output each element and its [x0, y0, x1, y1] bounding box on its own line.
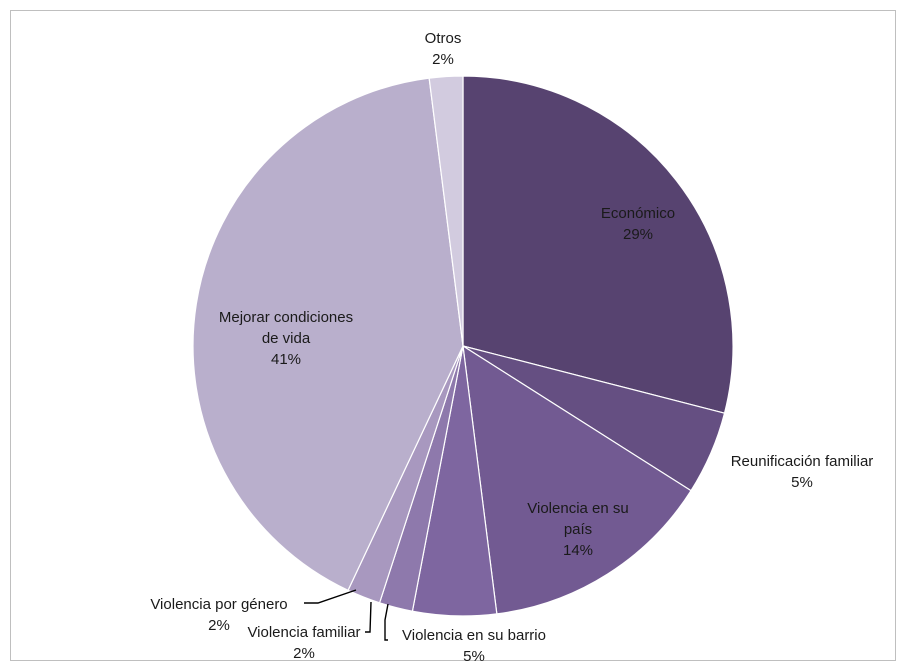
- slice-label-violencia-familiar: Violencia familiar 2%: [247, 624, 360, 662]
- slice-label-text: Otros: [425, 30, 462, 47]
- slice-label-text: Violencia en su: [527, 500, 628, 517]
- leader-violencia-familiar: [365, 601, 372, 633]
- slice-label-violencia-en-su-barrio: Violencia en su barrio 5%: [402, 627, 546, 665]
- slice-value-label: 2%: [293, 645, 315, 662]
- slice-label-text: Mejorar condiciones: [219, 309, 353, 326]
- slice-violencia-en-su-pais: [462, 344, 692, 615]
- slice-value-label: 2%: [432, 51, 454, 68]
- chart-frame: [10, 10, 896, 661]
- leader-violencia-en-su-barrio: [384, 603, 389, 641]
- pie-slices: [192, 75, 734, 617]
- slice-label-text: Reunificación familiar: [731, 453, 874, 470]
- slice-label-text: Violencia en su barrio: [402, 627, 546, 644]
- slice-label-text: Económico: [601, 205, 675, 222]
- slice-value-label: 5%: [791, 474, 813, 491]
- slice-label-economico: Económico 29%: [601, 205, 675, 243]
- leader-lines: [304, 589, 389, 641]
- slice-value-label: 29%: [623, 226, 653, 243]
- slice-label-violencia-en-su-pais: Violencia en su país 14%: [527, 500, 628, 559]
- slice-label-text: país: [564, 521, 592, 538]
- slice-mejorar-condiciones-de-vida: [192, 77, 464, 592]
- slice-label-text: Violencia familiar: [247, 624, 360, 641]
- slice-otros: [428, 75, 464, 347]
- slice-label-mejorar-condiciones-de-vida: Mejorar condiciones de vida 41%: [219, 309, 353, 368]
- slice-label-violencia-por-genero: Violencia por género 2%: [150, 596, 287, 634]
- slice-value-label: 5%: [463, 648, 485, 665]
- slice-value-label: 14%: [563, 542, 593, 559]
- slice-label-text: Violencia por género: [150, 596, 287, 613]
- slice-value-label: 2%: [208, 617, 230, 634]
- slice-label-text: de vida: [262, 330, 311, 347]
- slice-value-label: 41%: [271, 351, 301, 368]
- slice-label-otros: Otros 2%: [425, 30, 462, 68]
- slice-label-reunificacion-familiar: Reunificación familiar 5%: [731, 453, 874, 491]
- slice-economico: [462, 75, 734, 414]
- slice-labels: Económico 29%Reunificación familiar 5%Viol…: [150, 30, 873, 665]
- leader-violencia-por-genero: [304, 589, 357, 604]
